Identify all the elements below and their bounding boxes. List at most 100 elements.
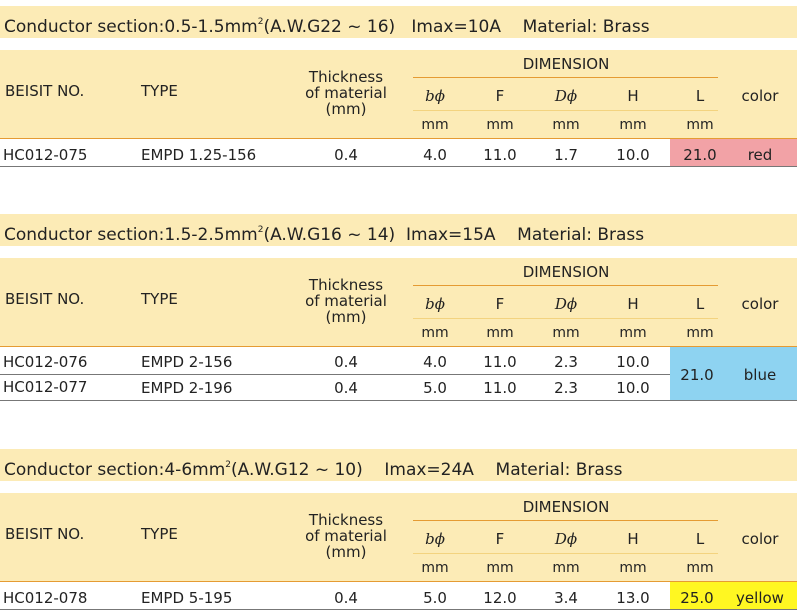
dim-h: 10.0 [616, 353, 650, 371]
unit-mm: mm [421, 560, 449, 576]
type: EMPD 2-156 [141, 353, 233, 371]
header-beisit-no: BEISIT NO. [5, 82, 85, 100]
dim-h: 10.0 [616, 379, 650, 397]
dimension-underline [413, 520, 718, 521]
header-type: TYPE [141, 290, 178, 308]
header-color: color [741, 530, 779, 548]
section-title: Conductor section:1.5-2.5mm2(A.W.G16 ~ 1… [0, 214, 797, 246]
title-text-rest: (A.W.G22 ~ 16) Imax=10A Material: Brass [263, 17, 650, 37]
header-color: color [741, 87, 779, 105]
header-color: color [741, 295, 779, 313]
title-text-rest: (A.W.G16 ~ 14) Imax=15A Material: Brass [263, 225, 645, 245]
thickness: 0.4 [334, 589, 358, 607]
color-name: yellow [736, 589, 784, 607]
dim-d: 1.7 [554, 146, 578, 164]
header-dimension: DIMENSION [522, 498, 610, 516]
row-divider [0, 374, 670, 375]
unit-mm: mm [421, 325, 449, 341]
unit-mm: mm [486, 117, 514, 133]
header-dimension: DIMENSION [522, 55, 610, 73]
dim-f: 11.0 [483, 146, 517, 164]
unit-mm: mm [619, 325, 647, 341]
title-text: Conductor section:1.5-2.5mm [4, 225, 258, 245]
unit-mm: mm [552, 560, 580, 576]
unit-mm: mm [486, 560, 514, 576]
dim-f: 11.0 [483, 353, 517, 371]
beisit-no: HC012-078 [3, 589, 88, 607]
dim-f: 12.0 [483, 589, 517, 607]
unit-mm: mm [619, 560, 647, 576]
header-f: F [495, 87, 505, 105]
row-divider [0, 400, 797, 401]
unit-mm: mm [686, 560, 714, 576]
dim-b: 5.0 [423, 589, 447, 607]
dim-d: 2.3 [554, 379, 578, 397]
beisit-no: HC012-075 [3, 146, 88, 164]
title-text: Conductor section:0.5-1.5mm [4, 17, 258, 37]
unit-mm: mm [619, 117, 647, 133]
thickness: 0.4 [334, 379, 358, 397]
thickness: 0.4 [334, 353, 358, 371]
title-text: Conductor section:4-6mm [4, 460, 226, 480]
row-divider [0, 166, 797, 167]
color-swatch-blue [670, 347, 797, 400]
title-superscript: 2 [225, 460, 231, 470]
dim-f: 11.0 [483, 379, 517, 397]
dim-h: 13.0 [616, 589, 650, 607]
header-beisit-no: BEISIT NO. [5, 290, 85, 308]
section-title: Conductor section:4-6mm2(A.W.G12 ~ 10) I… [0, 449, 797, 481]
header-beisit-no: BEISIT NO. [5, 525, 85, 543]
row-divider [0, 609, 797, 610]
header-h: H [627, 530, 639, 548]
unit-mm: mm [552, 117, 580, 133]
header-l: L [695, 295, 705, 313]
header-h: H [627, 295, 639, 313]
unit-mm: mm [421, 117, 449, 133]
dimension-underline [413, 285, 718, 286]
unit-divider [413, 110, 718, 111]
dim-b: 5.0 [423, 379, 447, 397]
header-thickness: Thickness of material (mm) [305, 511, 387, 561]
header-b-phi: bϕ [425, 530, 445, 548]
unit-mm: mm [486, 325, 514, 341]
beisit-no: HC012-077 [3, 378, 88, 396]
dim-b: 4.0 [423, 146, 447, 164]
dim-b: 4.0 [423, 353, 447, 371]
beisit-no: HC012-076 [3, 353, 88, 371]
unit-divider [413, 318, 718, 319]
title-text-rest: (A.W.G12 ~ 10) Imax=24A Material: Brass [231, 460, 623, 480]
unit-divider [413, 553, 718, 554]
title-superscript: 2 [257, 17, 264, 27]
color-swatch-red [670, 139, 797, 166]
header-type: TYPE [141, 82, 178, 100]
dim-h: 10.0 [616, 146, 650, 164]
header-d-phi: Dϕ [554, 87, 578, 105]
color-swatch-yellow [670, 582, 797, 609]
header-f: F [495, 295, 505, 313]
header-d-phi: Dϕ [554, 530, 578, 548]
dim-l: 21.0 [683, 146, 717, 164]
header-l: L [695, 530, 705, 548]
header-b-phi: bϕ [425, 87, 445, 105]
unit-mm: mm [552, 325, 580, 341]
dim-l: 21.0 [680, 366, 714, 384]
dim-d: 3.4 [554, 589, 578, 607]
dimension-underline [413, 77, 718, 78]
section-title: Conductor section:0.5-1.5mm2(A.W.G22 ~ 1… [0, 6, 797, 38]
header-d-phi: Dϕ [554, 295, 578, 313]
table-header [0, 50, 797, 139]
type: EMPD 1.25-156 [141, 146, 257, 164]
header-type: TYPE [141, 525, 178, 543]
color-name: red [747, 146, 773, 164]
color-name: blue [743, 366, 777, 384]
unit-mm: mm [686, 325, 714, 341]
header-dimension: DIMENSION [522, 263, 610, 281]
table-header [0, 493, 797, 582]
dim-l: 25.0 [680, 589, 714, 607]
header-l: L [695, 87, 705, 105]
dim-d: 2.3 [554, 353, 578, 371]
header-h: H [627, 87, 639, 105]
header-b-phi: bϕ [425, 295, 445, 313]
unit-mm: mm [686, 117, 714, 133]
table-header [0, 258, 797, 347]
